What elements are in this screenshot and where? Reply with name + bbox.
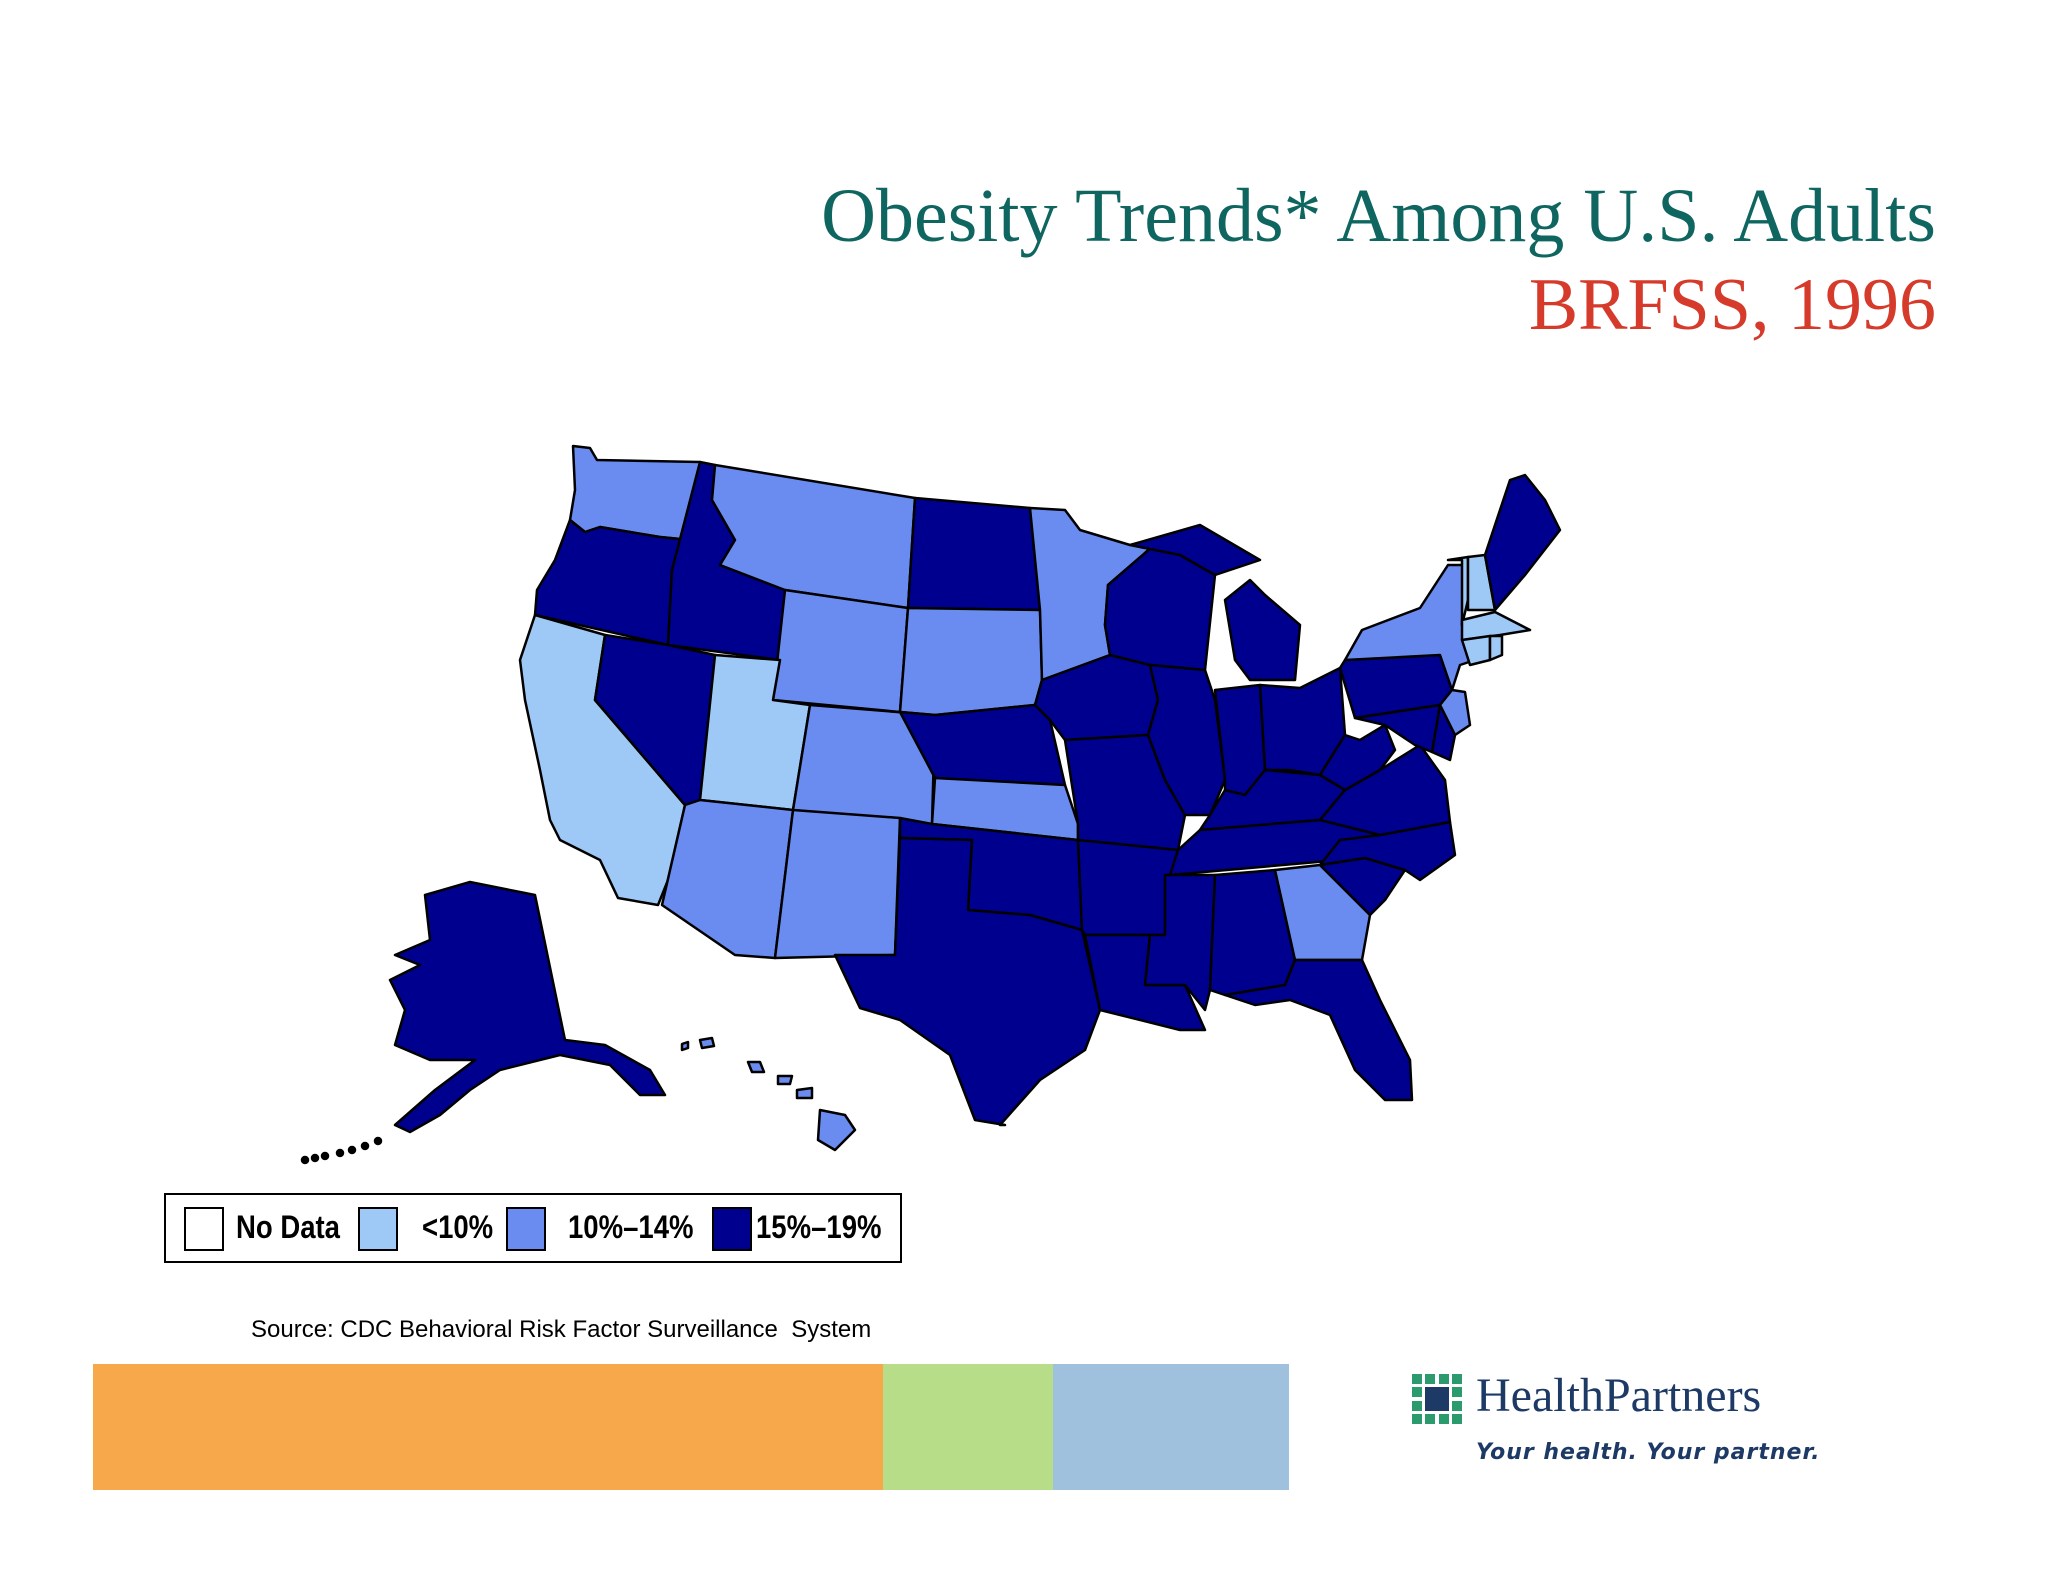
state-ma — [1460, 610, 1532, 642]
legend-label-no-data: No Data — [236, 1209, 340, 1245]
healthpartners-logo: HealthPartners Your health. Your partner… — [1412, 1368, 1842, 1484]
state-fl — [1223, 958, 1414, 1102]
state-wy — [771, 588, 910, 714]
aleutian-island-6 — [360, 1141, 370, 1151]
map-legend: No Data <10% 10%–14% 15%–19% — [164, 1193, 902, 1263]
legend-swatch-no-data — [184, 1207, 224, 1251]
state-wv — [1318, 723, 1397, 792]
state-az — [660, 798, 795, 960]
state-mi — [1128, 523, 1302, 682]
state-ga — [1273, 863, 1372, 962]
state-me — [1483, 473, 1562, 612]
state-ak — [388, 880, 667, 1134]
state-tx — [833, 836, 1102, 1127]
aleutian-island-7 — [373, 1136, 383, 1146]
legend-label-under-10: <10% — [422, 1209, 494, 1245]
footer-stripe-orange — [93, 1364, 883, 1490]
map-subtitle: BRFSS, 1996 — [1528, 264, 1936, 346]
state-sd — [898, 606, 1044, 717]
state-hi — [680, 1036, 857, 1152]
legend-label-10-14: 10%–14% — [568, 1209, 694, 1245]
aleutian-island-4 — [335, 1148, 345, 1158]
aleutian-island-1 — [300, 1155, 310, 1165]
state-il — [1146, 663, 1227, 817]
footer-stripe-blue — [1053, 1364, 1289, 1490]
state-ar — [1076, 838, 1180, 937]
state-ri — [1488, 634, 1504, 662]
state-vt — [1446, 555, 1470, 627]
logo-tagline: Your health. Your partner. — [1476, 1440, 1821, 1465]
state-wa — [568, 444, 702, 542]
logo-name: HealthPartners — [1476, 1369, 1762, 1422]
legend-swatch-15-19 — [712, 1207, 752, 1251]
state-va — [1318, 743, 1452, 837]
state-md — [1353, 703, 1442, 754]
state-nc — [1318, 820, 1457, 882]
state-nd — [906, 496, 1042, 612]
legend-swatch-under-10 — [358, 1207, 398, 1251]
legend-label-15-19: 15%–19% — [756, 1209, 882, 1245]
aleutian-island-2 — [310, 1153, 320, 1163]
legend-swatch-10-14 — [506, 1207, 546, 1251]
aleutian-island-5 — [347, 1145, 357, 1155]
state-nm — [773, 808, 902, 960]
source-note: Source: CDC Behavioral Risk Factor Surve… — [251, 1316, 872, 1343]
aleutian-island-3 — [320, 1151, 330, 1161]
footer-stripe-green — [883, 1364, 1053, 1490]
logo-grid-icon — [1412, 1374, 1462, 1424]
map-title: Obesity Trends* Among U.S. Adults — [821, 174, 1936, 258]
